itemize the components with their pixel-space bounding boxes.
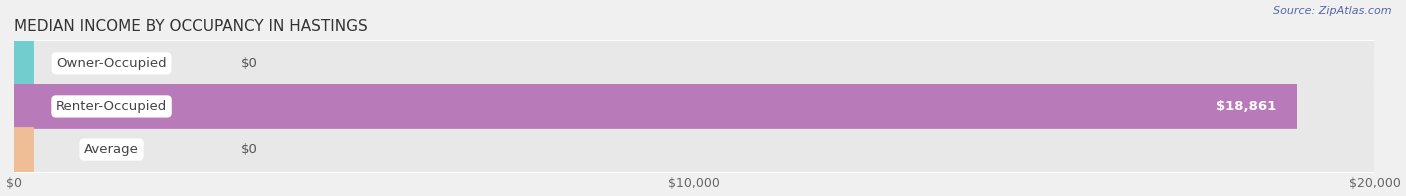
Text: MEDIAN INCOME BY OCCUPANCY IN HASTINGS: MEDIAN INCOME BY OCCUPANCY IN HASTINGS xyxy=(14,19,367,34)
Text: $18,861: $18,861 xyxy=(1216,100,1277,113)
FancyBboxPatch shape xyxy=(14,41,34,86)
FancyBboxPatch shape xyxy=(14,41,1375,86)
FancyBboxPatch shape xyxy=(14,127,34,172)
FancyBboxPatch shape xyxy=(14,75,1375,137)
FancyBboxPatch shape xyxy=(14,84,1296,129)
Text: Renter-Occupied: Renter-Occupied xyxy=(56,100,167,113)
Text: Source: ZipAtlas.com: Source: ZipAtlas.com xyxy=(1274,6,1392,16)
Text: $0: $0 xyxy=(240,57,257,70)
Text: $0: $0 xyxy=(240,143,257,156)
FancyBboxPatch shape xyxy=(14,32,1375,94)
Text: Owner-Occupied: Owner-Occupied xyxy=(56,57,167,70)
FancyBboxPatch shape xyxy=(14,119,1375,181)
FancyBboxPatch shape xyxy=(14,84,1375,129)
Text: Average: Average xyxy=(84,143,139,156)
FancyBboxPatch shape xyxy=(14,127,1375,172)
